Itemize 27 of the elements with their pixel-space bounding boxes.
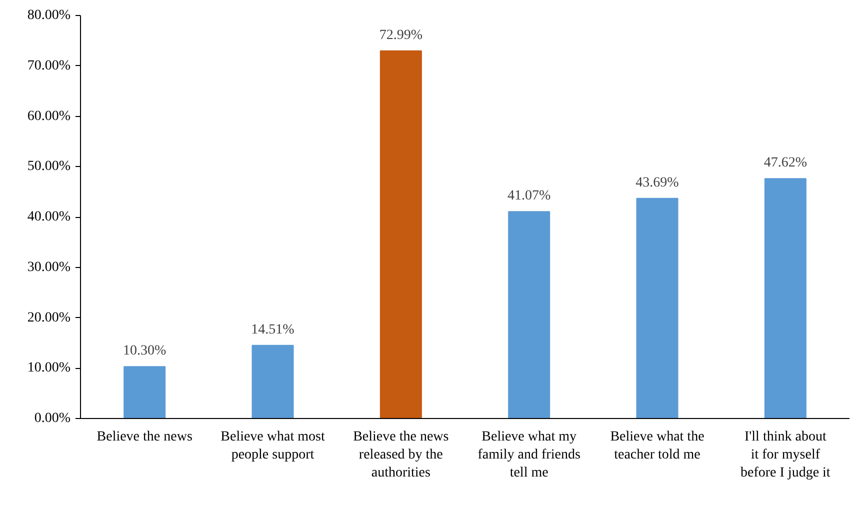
y-tick-label: 30.00%	[27, 260, 71, 275]
x-tick-label: Believe what most people support	[220, 430, 325, 462]
bar	[636, 198, 678, 418]
data-label: 43.69%	[636, 175, 680, 190]
x-tick-label: Believe the news released by the authorities	[353, 430, 449, 480]
data-label: 10.30%	[123, 344, 166, 359]
y-tick-label: 80.00%	[27, 8, 71, 23]
y-tick-label: 60.00%	[27, 108, 71, 124]
data-label: 47.62%	[764, 156, 808, 171]
x-tick-label: Believe the news	[96, 430, 192, 444]
x-tick-label: Believe what the teacher told me	[610, 430, 704, 462]
bar	[252, 344, 294, 418]
bar	[380, 50, 422, 418]
y-tick-label: 50.00%	[27, 159, 71, 174]
y-tick-label: 70.00%	[27, 58, 71, 74]
y-tick-label: 40.00%	[27, 210, 71, 224]
x-tick-label: I'll think about it for myself before I judge it	[740, 430, 830, 480]
x-tick-label: Believe what my family and friends tell me	[478, 430, 580, 480]
data-label: 72.99%	[379, 28, 423, 43]
y-tick-label: 0.00%	[34, 411, 71, 426]
y-tick-label: 20.00%	[27, 310, 71, 326]
bar	[508, 211, 550, 418]
data-label: 14.51%	[251, 322, 295, 338]
data-label: 41.07%	[508, 188, 551, 204]
bar	[124, 366, 166, 418]
y-tick-label: 10.00%	[27, 360, 71, 376]
bar	[764, 178, 806, 418]
